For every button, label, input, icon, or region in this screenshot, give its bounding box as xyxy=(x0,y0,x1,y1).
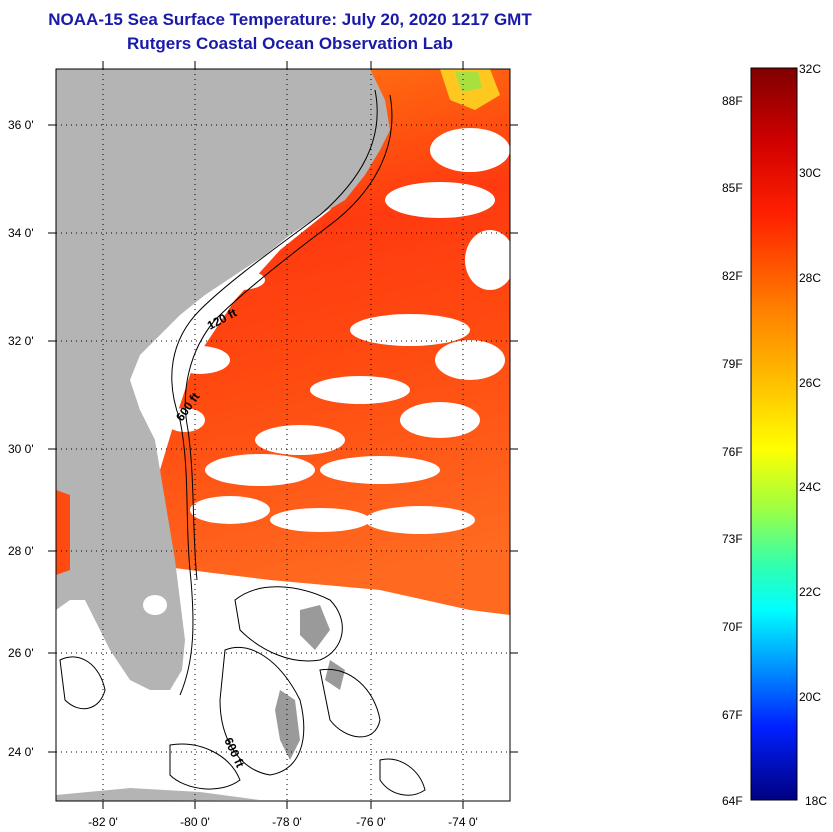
land-bahamas xyxy=(275,605,345,760)
colorbar-fahrenheit-label: 67F xyxy=(722,708,743,722)
map-frame xyxy=(55,68,511,802)
colorbar-fahrenheit-label: 70F xyxy=(722,620,743,634)
land-mainland xyxy=(56,69,390,690)
colorbar-celsius-label: 28C xyxy=(799,271,821,285)
axis-ticks xyxy=(48,61,518,809)
lake-okeechobee xyxy=(143,595,167,615)
colorbar-fahrenheit-label: 79F xyxy=(722,357,743,371)
colorbar-celsius-label: 24C xyxy=(799,480,821,494)
lat-label: 32 0' xyxy=(8,334,34,348)
lat-label: 24 0' xyxy=(8,745,34,759)
colorbar-fahrenheit-label: 64F xyxy=(722,794,743,808)
cloud-patches xyxy=(165,128,510,534)
lat-label: 28 0' xyxy=(8,544,34,558)
colorbar-celsius-label: 32C xyxy=(799,62,821,76)
lon-label: -78 0' xyxy=(272,815,302,829)
colorbar-celsius-label: 30C xyxy=(799,166,821,180)
color-scale-bar xyxy=(750,67,798,801)
colorbar-celsius-label: 26C xyxy=(799,376,821,390)
lat-label: 36 0' xyxy=(8,118,34,132)
bathymetry-contours xyxy=(59,89,426,796)
colorbar-fahrenheit-label: 85F xyxy=(722,181,743,195)
lon-label: -74 0' xyxy=(448,815,478,829)
lon-label: -76 0' xyxy=(356,815,386,829)
colorbar-fahrenheit-label: 82F xyxy=(722,269,743,283)
map-subtitle: Rutgers Coastal Ocean Observation Lab xyxy=(127,34,453,53)
colorbar-celsius-label: 18C xyxy=(805,794,827,808)
lon-label: -82 0' xyxy=(88,815,118,829)
lat-label: 34 0' xyxy=(8,226,34,240)
land-florida-panhandle-west xyxy=(56,490,70,575)
lat-label: 30 0' xyxy=(8,442,34,456)
cool-water-patch-2 xyxy=(455,72,482,92)
colorbar-fahrenheit-label: 76F xyxy=(722,445,743,459)
colorbar-celsius-label: 20C xyxy=(799,690,821,704)
colorbar-celsius-label: 22C xyxy=(799,585,821,599)
map-title: NOAA-15 Sea Surface Temperature: July 20… xyxy=(48,10,532,29)
lon-label: -80 0' xyxy=(180,815,210,829)
land-cuba xyxy=(56,788,260,801)
lat-label: 26 0' xyxy=(8,646,34,660)
graticule xyxy=(56,69,510,801)
colorbar-fahrenheit-label: 88F xyxy=(722,94,743,108)
colorbar-fahrenheit-label: 73F xyxy=(722,532,743,546)
